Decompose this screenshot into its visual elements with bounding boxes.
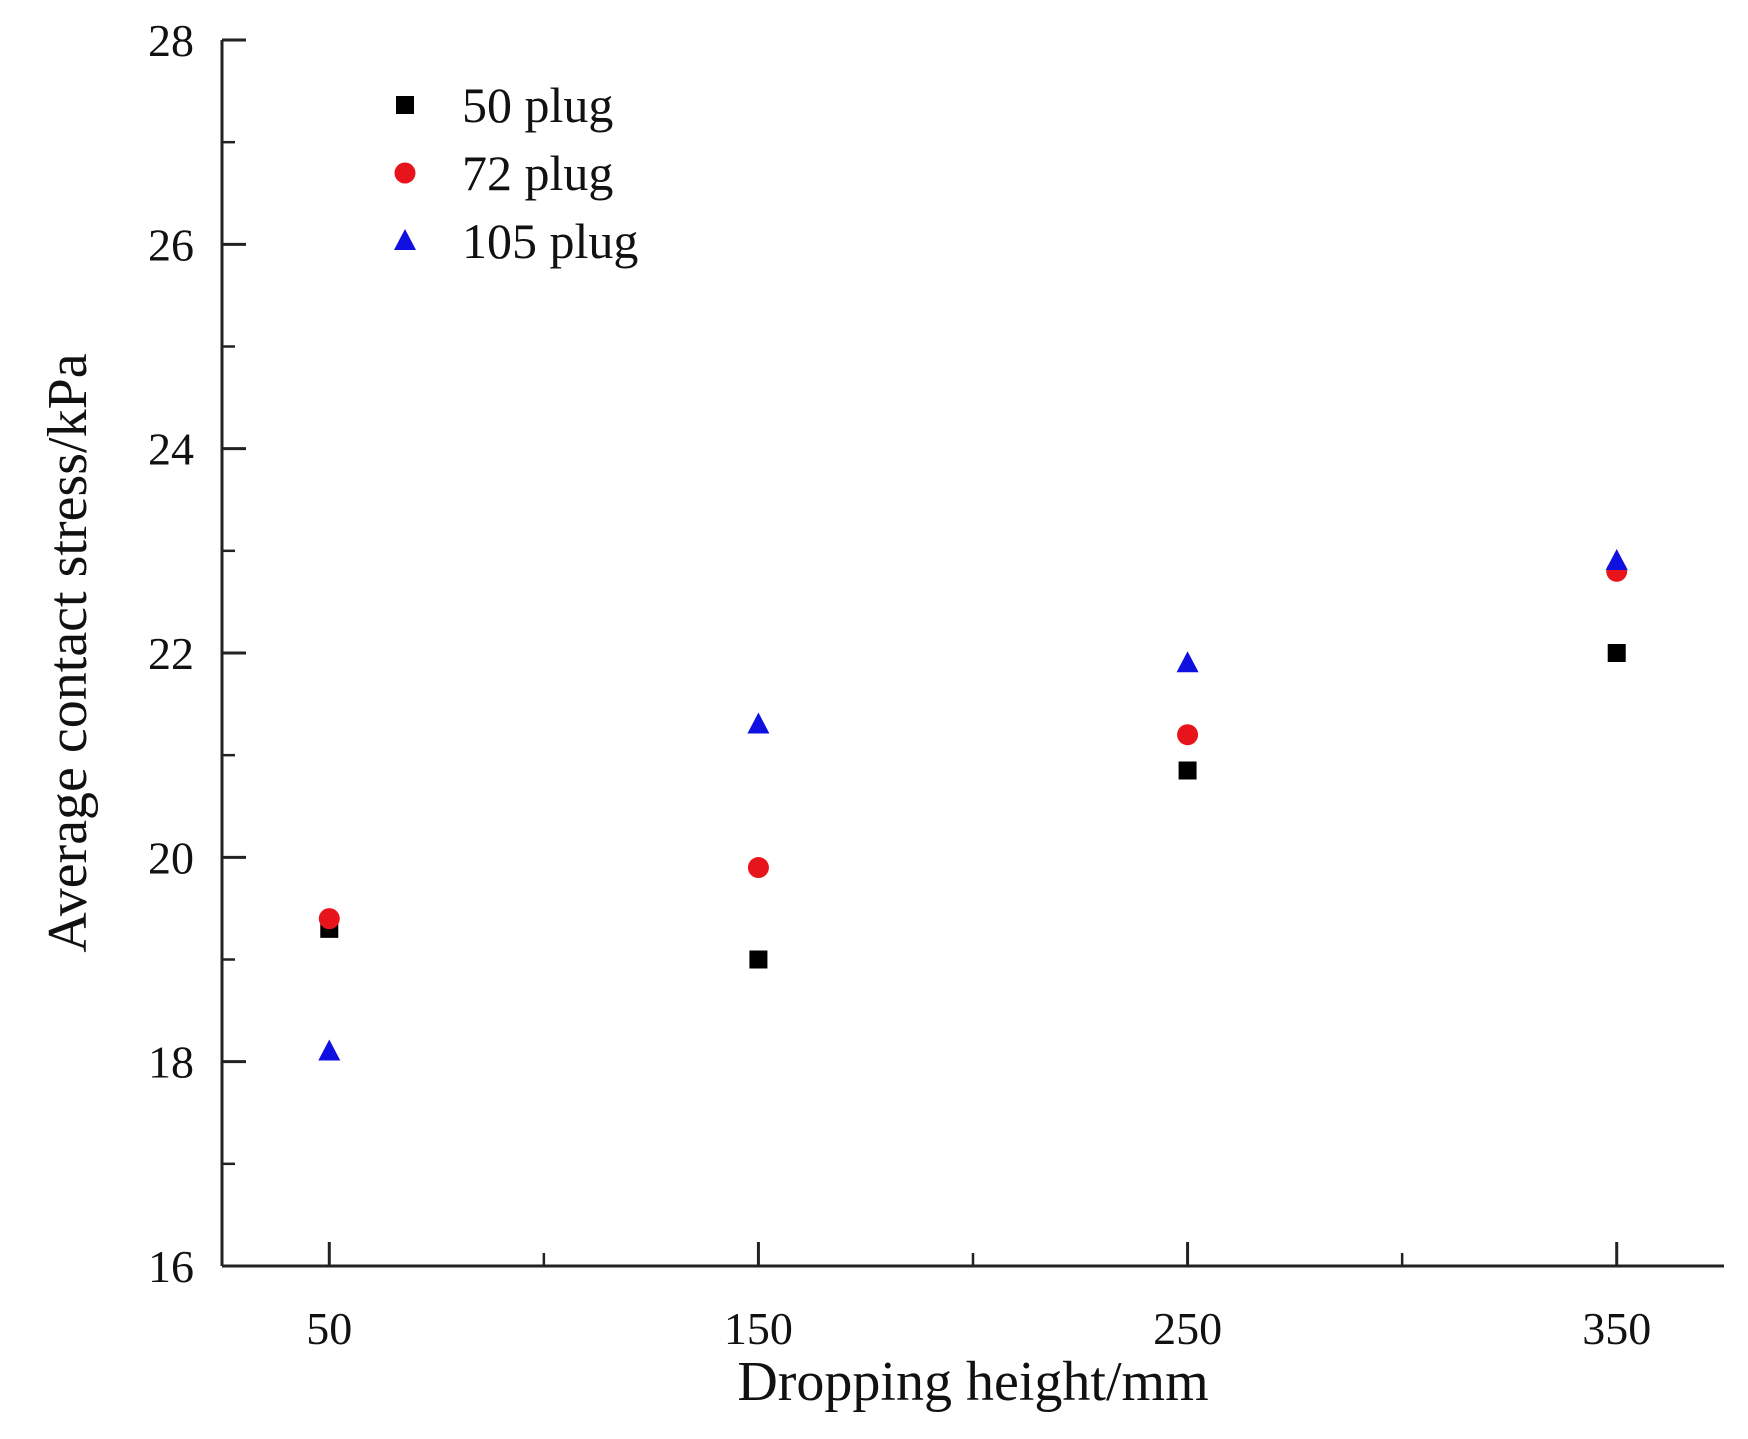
y-tick-label: 26 xyxy=(148,219,194,270)
y-tick-label: 24 xyxy=(148,424,194,475)
x-tick-label: 350 xyxy=(1582,1303,1651,1354)
data-points xyxy=(318,549,1628,1061)
data-point xyxy=(1178,761,1197,780)
series-50-plug xyxy=(320,644,1626,969)
data-point xyxy=(318,1039,341,1061)
data-point xyxy=(318,908,340,930)
axes xyxy=(220,40,1724,1268)
y-tick-label: 28 xyxy=(148,15,194,66)
y-tick-label: 22 xyxy=(148,628,194,679)
legend-marker xyxy=(396,96,414,114)
legend: 50 plug 72 plug 105 plug xyxy=(394,77,638,269)
x-tick-label: 150 xyxy=(724,1303,793,1354)
data-point xyxy=(747,712,770,734)
series-105-plug xyxy=(318,549,1628,1061)
x-tick-label: 50 xyxy=(306,1303,352,1354)
data-point xyxy=(1176,651,1199,673)
x-axis-title: Dropping height/mm xyxy=(737,1351,1208,1413)
x-tick-label: 250 xyxy=(1153,1303,1222,1354)
series-72-plug xyxy=(318,560,1628,930)
data-point xyxy=(1605,549,1628,571)
y-tick-label: 20 xyxy=(148,832,194,883)
legend-label: 105 plug xyxy=(462,213,638,269)
data-point xyxy=(747,857,769,879)
axis-ticks: 16 18 20 22 24 26 28 50 150 250 350 xyxy=(148,15,1651,1354)
data-point xyxy=(1177,724,1199,746)
data-point xyxy=(749,950,768,969)
y-axis-title: Average contact stress/kPa xyxy=(37,353,99,952)
y-tick-label: 16 xyxy=(148,1241,194,1292)
legend-label: 72 plug xyxy=(462,145,613,201)
legend-label: 50 plug xyxy=(462,77,613,133)
legend-marker xyxy=(394,162,416,184)
y-tick-label: 18 xyxy=(148,1037,194,1088)
data-point xyxy=(1607,644,1626,662)
legend-marker xyxy=(394,229,416,250)
